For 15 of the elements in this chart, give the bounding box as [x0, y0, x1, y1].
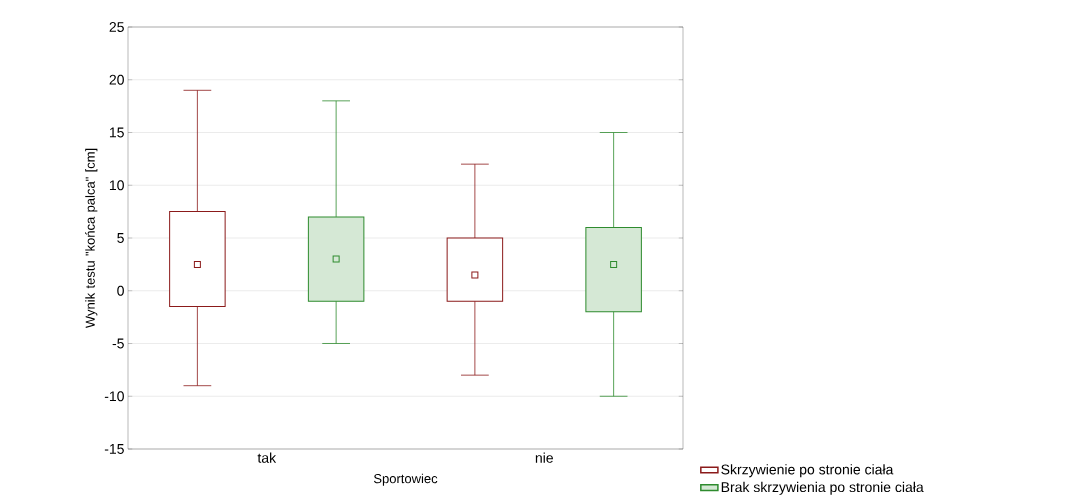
legend-label: Skrzywienie po stronie ciała [721, 464, 894, 478]
legend-label: Brak skrzywienia po stronie ciała [721, 481, 924, 495]
x-tick-label: tak [257, 452, 277, 463]
x-axis-title: Sportowiec [373, 473, 438, 486]
y-tick-label: 25 [109, 22, 124, 32]
y-tick-label: 0 [117, 285, 124, 296]
y-tick-label: -15 [104, 444, 124, 454]
y-tick-label: 20 [109, 74, 124, 85]
y-tick-label: -10 [104, 391, 124, 402]
y-tick-label: -5 [112, 338, 124, 349]
x-tick-label: nie [535, 452, 553, 463]
y-axis-title: Wynik testu "końca palca" [cm] [85, 148, 98, 329]
y-tick-label: 10 [109, 180, 124, 191]
y-tick-label: 5 [117, 233, 124, 243]
y-tick-label: 15 [109, 127, 124, 138]
